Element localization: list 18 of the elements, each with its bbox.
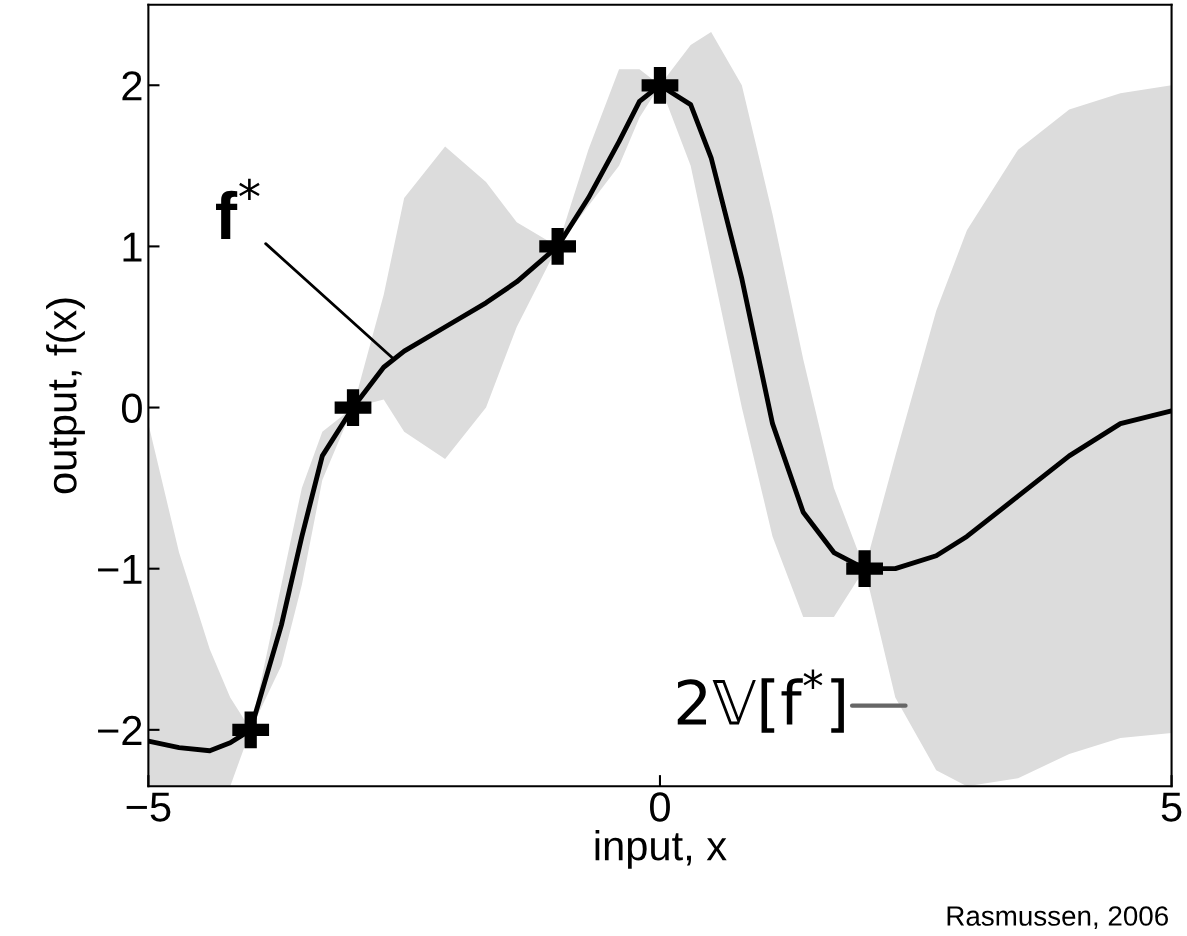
y-tick-label: −2 [98, 715, 142, 745]
annotation: 2𝕍[f$^{*}$] [677, 669, 844, 733]
point [539, 228, 577, 265]
text: Rasmussen, 2006 [947, 906, 1168, 930]
x-tick-label: 0 [650, 792, 670, 822]
x-tick-label: −5 [126, 792, 171, 822]
annotation: f$^{*}$ [216, 178, 260, 239]
x-axis-title: input, x [595, 829, 727, 869]
y-tick-label: 2 [122, 71, 142, 101]
y-tick-label: 0 [121, 393, 142, 424]
y-axis-title: output, f(x) [46, 298, 85, 494]
point [334, 389, 372, 426]
y-tick-label: −1 [98, 555, 142, 584]
y-tick-label: 1 [123, 232, 142, 262]
point [641, 66, 679, 104]
point [846, 550, 883, 588]
x-tick-label: 5 [1161, 792, 1182, 822]
point [232, 711, 270, 749]
